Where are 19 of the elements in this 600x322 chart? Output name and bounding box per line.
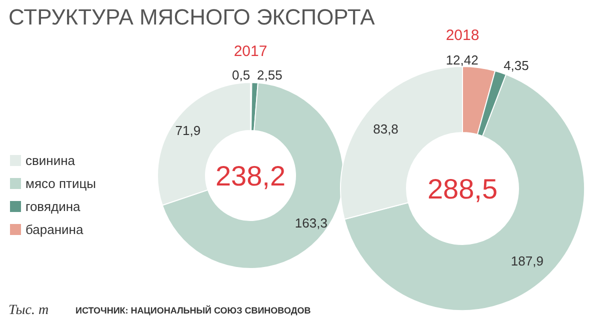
legend-label: баранина (26, 222, 84, 237)
data-label: 83,8 (373, 122, 398, 137)
text: 238,2 (215, 160, 286, 192)
text: ИСТОЧНИК: НАЦИОНАЛЬНЫЙ СОЮЗ СВИНОВОДОВ (76, 304, 312, 316)
chart-title: 2017 (234, 43, 268, 60)
data-label: 4,35 (504, 58, 529, 73)
data-label: 0,5 (232, 68, 250, 82)
data-label: 71,9 (175, 123, 201, 138)
chart-title: 2018 (446, 27, 480, 44)
data-label: 2,55 (256, 68, 282, 83)
legend-label: мясо птицы (26, 176, 96, 191)
text: СТРУКТУРА МЯСНОГО ЭКСПОРТА (8, 4, 376, 30)
text: 288,5 (427, 174, 498, 204)
data-label: 163,3 (294, 215, 328, 230)
text: Тыс. т (8, 303, 49, 318)
legend-label: свинина (26, 153, 76, 168)
legend-label: говядина (26, 199, 82, 214)
data-label: 12,42 (446, 52, 478, 68)
data-label: 187,9 (510, 253, 544, 268)
